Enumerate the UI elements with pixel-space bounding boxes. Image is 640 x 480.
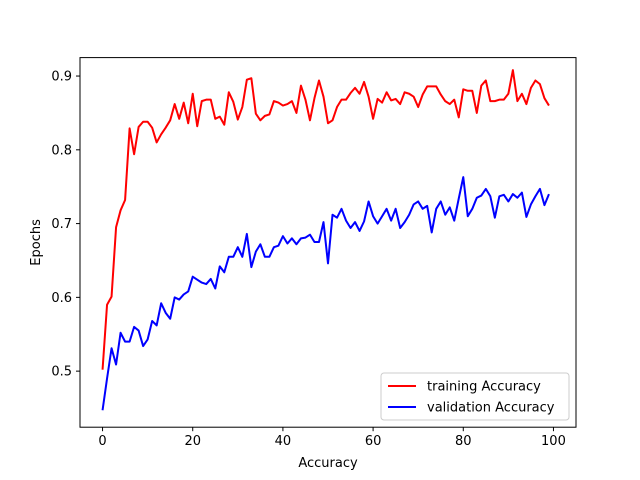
y-tick-label: 0.6: [51, 291, 72, 306]
legend: training Accuracy validation Accuracy: [380, 372, 570, 421]
plot-area: [101, 69, 550, 411]
legend-box: [380, 372, 570, 421]
x-tick-label: 80: [455, 434, 472, 449]
plot-frame: [79, 57, 577, 428]
x-tick-label: 40: [275, 434, 292, 449]
x-tick-label: 0: [98, 434, 106, 449]
x-axis: 0 20 40 60 80 100: [98, 427, 566, 449]
x-tick-label: 100: [541, 434, 566, 449]
y-tick-label: 0.8: [51, 143, 72, 158]
y-axis-label: Epochs: [29, 219, 44, 266]
series-line-validation: [101, 176, 550, 411]
y-axis: 0.5 0.6 0.7 0.8 0.9: [51, 70, 80, 380]
x-tick-label: 60: [365, 434, 382, 449]
y-tick-label: 0.9: [51, 70, 72, 85]
x-axis-label: Accuracy: [298, 456, 358, 471]
y-tick-label: 0.7: [51, 217, 72, 232]
legend-label-validation: validation Accuracy: [427, 401, 555, 416]
x-tick-label: 20: [184, 434, 201, 449]
y-tick-label: 0.5: [51, 365, 72, 380]
series-line-training: [101, 69, 550, 370]
legend-label-training: training Accuracy: [427, 380, 541, 395]
